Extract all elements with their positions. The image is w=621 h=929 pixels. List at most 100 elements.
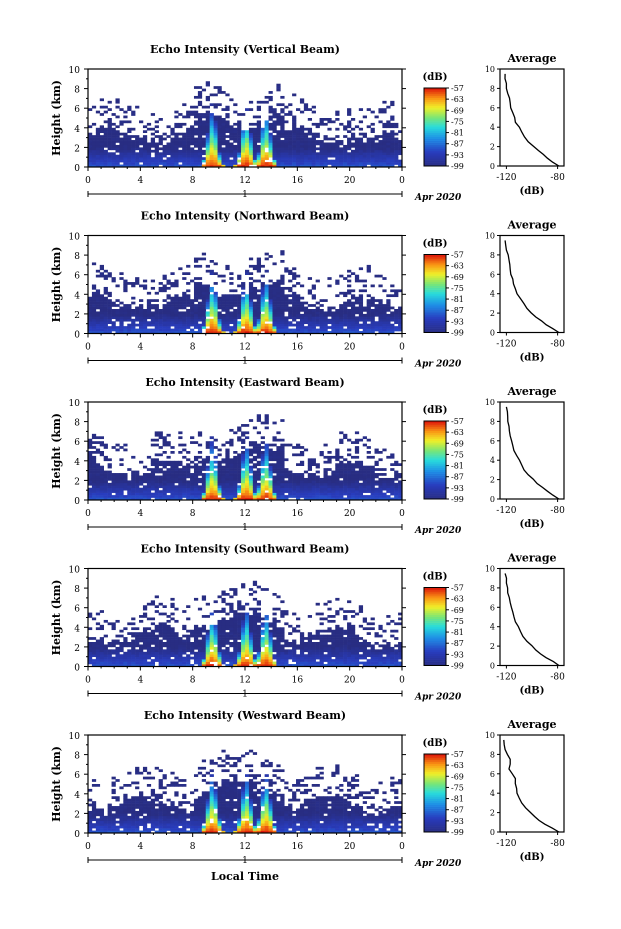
heatmap-cell — [166, 664, 171, 667]
heatmap-cell — [99, 468, 104, 471]
heatmap-cell — [193, 137, 199, 141]
heatmap-cell — [398, 142, 403, 146]
heatmap-cell — [374, 313, 379, 317]
heatmap-cell — [193, 326, 199, 329]
heatmap-cell — [166, 313, 171, 317]
heatmap-cell — [343, 487, 348, 491]
heatmap-cell — [95, 487, 101, 491]
heatmap-cell — [123, 284, 128, 288]
heatmap-cell — [299, 100, 305, 104]
heatmap-cell — [162, 438, 167, 442]
heatmap-cell — [186, 634, 191, 638]
heatmap-cell — [370, 323, 375, 327]
heatmap-cell — [260, 482, 265, 486]
heatmap-cell — [127, 135, 132, 138]
heatmap-cell — [221, 162, 226, 165]
heatmap-cell — [99, 326, 104, 329]
heatmap-cell — [284, 326, 289, 329]
heatmap-cell — [209, 132, 214, 136]
heatmap-cell — [303, 164, 309, 168]
heatmap-cell — [323, 135, 328, 138]
heatmap-cell — [394, 487, 399, 491]
x-tick-label: 8 — [190, 509, 196, 519]
heatmap-cell — [398, 140, 403, 143]
heatmap-cell — [268, 497, 273, 501]
heatmap-cell — [229, 661, 234, 665]
heatmap-cell — [296, 443, 301, 447]
heatmap-cell — [264, 448, 269, 452]
heatmap-cell — [339, 438, 344, 442]
heatmap-cell — [382, 110, 387, 114]
heatmap-cell — [394, 473, 399, 476]
heatmap-cell — [386, 149, 391, 153]
heatmap-cell — [217, 122, 222, 126]
heatmap-cell — [350, 296, 356, 300]
heatmap-cell — [272, 262, 277, 266]
heatmap-cell — [256, 316, 261, 320]
heatmap-cell — [103, 659, 108, 662]
heatmap-cell — [307, 162, 313, 165]
heatmap-cell — [327, 154, 332, 158]
heatmap-cell — [280, 289, 285, 293]
heatmap-cell — [299, 159, 305, 163]
heatmap-cell — [186, 154, 191, 158]
heatmap-cell — [178, 490, 183, 493]
heatmap-cell — [280, 487, 285, 491]
heatmap-cell — [162, 465, 167, 469]
heatmap-cell — [276, 144, 281, 148]
heatmap-cell — [390, 149, 395, 153]
heatmap-cell — [339, 482, 344, 486]
heatmap-cell — [213, 492, 218, 496]
heatmap-cell — [193, 115, 199, 119]
heatmap-cell — [268, 108, 273, 111]
heatmap-cell — [162, 331, 167, 334]
heatmap-cell — [245, 480, 250, 484]
heatmap-cell — [95, 306, 101, 310]
heatmap-cell — [197, 460, 203, 464]
heatmap-cell — [343, 152, 348, 156]
heatmap-cell — [237, 311, 242, 315]
heatmap-cell — [182, 477, 187, 481]
heatmap-cell — [201, 149, 207, 153]
heatmap-cell — [358, 465, 364, 469]
heatmap-cell — [339, 152, 344, 156]
heatmap-cell — [193, 656, 199, 660]
heatmap-cell — [358, 482, 364, 486]
heatmap-cell — [311, 482, 316, 486]
heatmap-cell — [268, 154, 273, 158]
heatmap-cell — [158, 664, 163, 667]
heatmap-cell — [370, 468, 375, 471]
heatmap-cell — [209, 272, 214, 275]
heatmap-cell — [252, 144, 258, 148]
heatmap-cell — [354, 326, 360, 329]
heatmap-cell — [150, 279, 156, 283]
heatmap-cell — [131, 110, 136, 114]
heatmap-cell — [248, 482, 254, 486]
heatmap-cell — [99, 610, 104, 613]
heatmap-cell — [370, 304, 375, 307]
heatmap-cell — [221, 132, 226, 136]
heatmap-cell — [99, 296, 104, 300]
heatmap-cell — [154, 164, 159, 168]
heatmap-cell — [292, 304, 297, 307]
heatmap-cell — [292, 480, 297, 484]
heatmap-cell — [174, 649, 179, 653]
heatmap-cell — [327, 455, 332, 459]
heatmap-cell — [233, 316, 238, 320]
heatmap-cell — [158, 326, 163, 329]
heatmap-cell — [256, 321, 261, 324]
heatmap-cell — [99, 664, 104, 667]
heatmap-cell — [229, 272, 234, 275]
heatmap-cell — [119, 485, 124, 489]
heatmap-cell — [217, 88, 222, 92]
heatmap-cell — [296, 480, 301, 484]
heatmap-cell — [252, 477, 258, 481]
heatmap-cell — [131, 475, 136, 479]
heatmap-cell — [205, 615, 210, 618]
heatmap-cell — [229, 458, 234, 462]
colorbar-segment — [424, 432, 446, 435]
heatmap-cell — [127, 157, 132, 160]
heatmap-cell — [256, 262, 261, 266]
heatmap-cell — [201, 142, 207, 146]
heatmap-cell — [162, 304, 167, 307]
